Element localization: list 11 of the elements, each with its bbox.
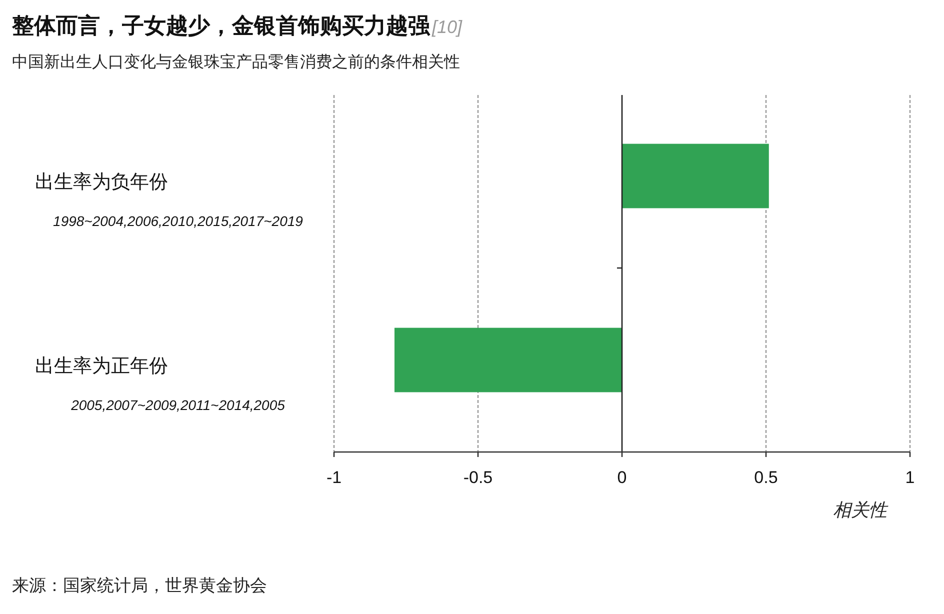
x-tick-label: -0.5 — [463, 468, 493, 487]
x-tick-label: 1 — [905, 468, 915, 487]
chart-subtitle: 中国新出生人口变化与金银珠宝产品零售消费之前的条件相关性 — [12, 53, 460, 71]
y-tick-label: 出生率为正年份 2005,2007~2009,2011~2014,2005 — [35, 355, 286, 413]
x-tick-label: 0.5 — [754, 468, 778, 487]
x-tick-label: 0 — [617, 468, 627, 487]
x-axis-title: 相关性 — [833, 500, 889, 520]
source-note: 来源：国家统计局，世界黄金协会 — [12, 576, 267, 595]
chart-title: 整体而言，子女越少，金银首饰购买力越强[10] — [11, 13, 464, 38]
x-tick-label: -1 — [326, 468, 342, 487]
y-tick-label: 出生率为负年份 1998~2004,2006,2010,2015,2017~2019 — [35, 171, 304, 229]
